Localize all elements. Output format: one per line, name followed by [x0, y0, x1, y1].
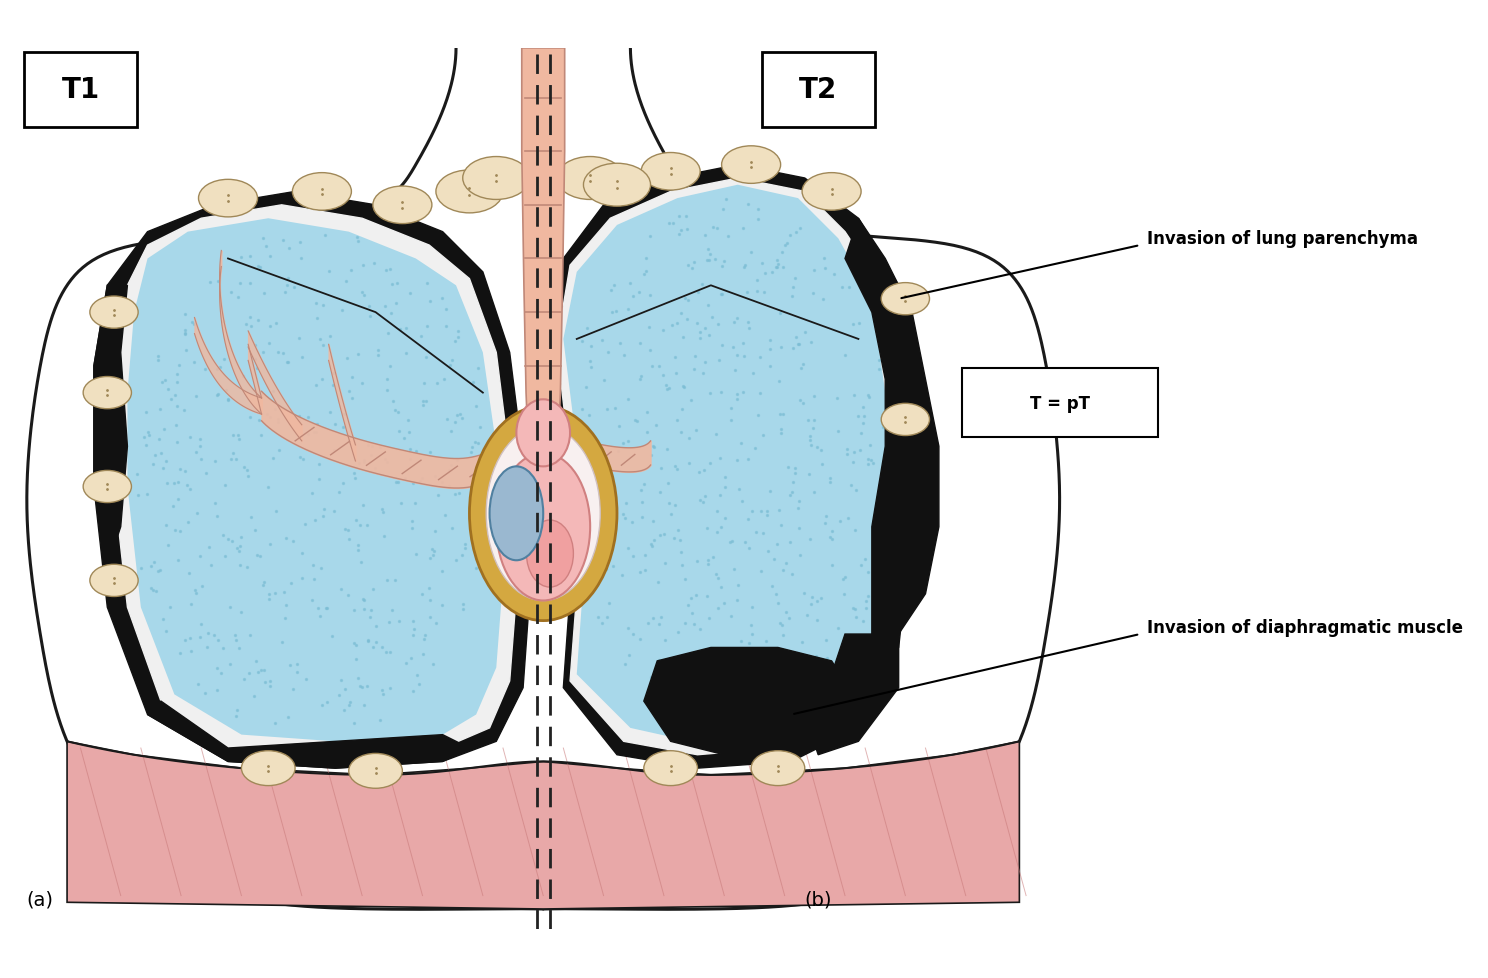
Polygon shape [147, 701, 469, 769]
Ellipse shape [89, 296, 138, 329]
FancyBboxPatch shape [762, 53, 875, 128]
Ellipse shape [644, 751, 698, 785]
Text: Invasion of lung parenchyma: Invasion of lung parenchyma [1147, 230, 1418, 248]
Ellipse shape [469, 407, 618, 621]
Ellipse shape [881, 404, 930, 436]
Text: T1: T1 [61, 76, 100, 105]
FancyBboxPatch shape [24, 53, 137, 128]
Polygon shape [557, 179, 899, 755]
Ellipse shape [83, 378, 131, 409]
Ellipse shape [241, 751, 295, 785]
Ellipse shape [83, 471, 131, 503]
Polygon shape [845, 219, 939, 635]
Polygon shape [94, 193, 530, 769]
Ellipse shape [583, 164, 650, 207]
Polygon shape [551, 165, 912, 769]
Polygon shape [522, 49, 564, 447]
Polygon shape [564, 186, 885, 741]
Text: (a): (a) [27, 890, 54, 910]
Text: T2: T2 [799, 76, 838, 105]
Ellipse shape [497, 454, 591, 600]
Ellipse shape [89, 564, 138, 597]
Polygon shape [805, 607, 899, 755]
Ellipse shape [722, 147, 781, 184]
Text: Invasion of diaphragmatic muscle: Invasion of diaphragmatic muscle [1147, 619, 1463, 637]
Polygon shape [644, 647, 859, 755]
Ellipse shape [802, 173, 862, 211]
Ellipse shape [293, 173, 351, 211]
Text: T = pT: T = pT [1030, 394, 1089, 413]
Ellipse shape [557, 157, 623, 200]
Ellipse shape [436, 171, 503, 213]
Ellipse shape [348, 754, 402, 788]
Ellipse shape [527, 520, 573, 588]
FancyBboxPatch shape [961, 369, 1158, 437]
Ellipse shape [198, 180, 257, 218]
Ellipse shape [490, 467, 543, 560]
Ellipse shape [463, 157, 530, 200]
Text: (b): (b) [805, 890, 832, 910]
Ellipse shape [641, 154, 701, 191]
Ellipse shape [751, 751, 805, 785]
Polygon shape [67, 741, 1019, 910]
Polygon shape [94, 286, 128, 567]
Ellipse shape [881, 284, 930, 316]
Polygon shape [115, 205, 516, 755]
Ellipse shape [373, 187, 432, 224]
Ellipse shape [516, 400, 570, 467]
Polygon shape [128, 219, 503, 741]
Ellipse shape [487, 426, 600, 600]
